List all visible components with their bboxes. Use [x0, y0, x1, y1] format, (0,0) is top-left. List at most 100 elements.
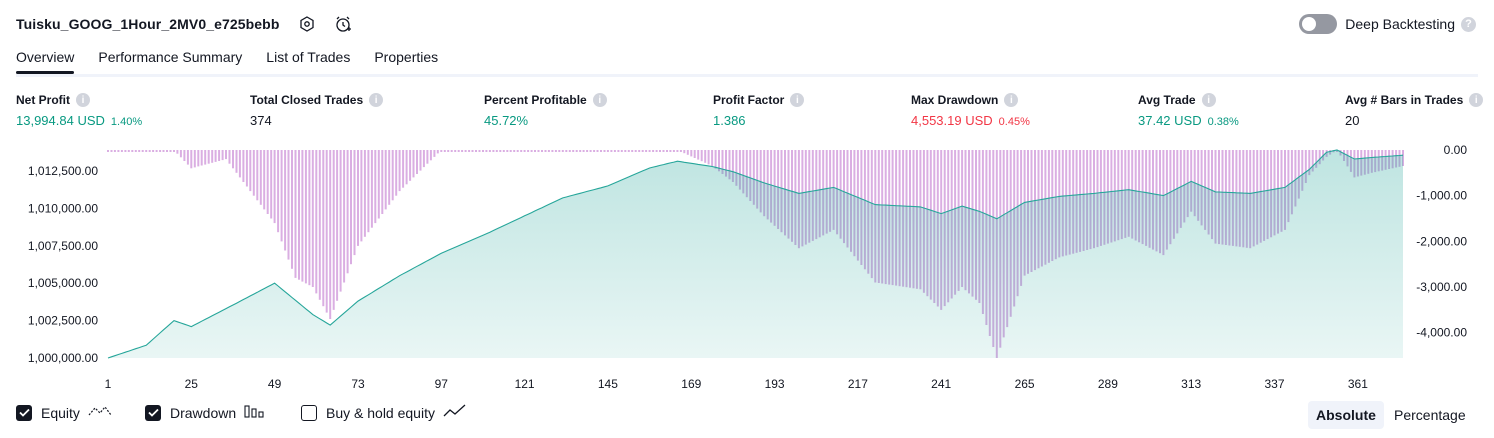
drawdown-bar: [818, 150, 821, 238]
legend-buy-hold[interactable]: Buy & hold equity: [301, 404, 467, 421]
legend-drawdown[interactable]: Drawdown: [145, 404, 264, 421]
drawdown-bar: [1346, 150, 1349, 167]
drawdown-bar: [422, 150, 425, 168]
drawdown-bar: [582, 150, 585, 152]
drawdown-bar: [1110, 150, 1113, 243]
metric-net-profit: Net Profit i 13,994.84 USD 1.40%: [16, 93, 142, 128]
equity-checkbox[interactable]: [16, 404, 32, 421]
drawdown-bar: [1200, 150, 1203, 226]
drawdown-bar: [1169, 150, 1172, 245]
drawdown-bar: [1211, 150, 1213, 240]
drawdown-bar: [1402, 150, 1404, 166]
info-icon[interactable]: i: [1004, 93, 1019, 107]
drawdown-bar: [638, 150, 641, 152]
drawdown-bar: [530, 150, 533, 152]
drawdown-bar: [1297, 150, 1300, 199]
info-icon[interactable]: i: [1201, 93, 1216, 107]
trend-line-icon: [443, 404, 467, 421]
x-axis-tick-label: 361: [1348, 377, 1368, 391]
drawdown-bar: [1134, 150, 1137, 241]
drawdown-bar: [839, 150, 842, 239]
drawdown-bar: [200, 150, 203, 166]
drawdown-bar: [329, 150, 332, 319]
drawdown-bar: [645, 150, 648, 152]
drawdown-bar: [388, 150, 391, 205]
drawdown-bar: [811, 150, 814, 241]
drawdown-bar: [468, 150, 471, 152]
drawdown-bar: [1023, 150, 1026, 276]
drawdown-bar: [152, 150, 155, 152]
right-axis: 0.00 -1,000.00 -2,000.00 -3,000.00 -4,000.00: [1416, 143, 1467, 340]
left-axis-tick-label: 1,007,500.00: [28, 239, 98, 253]
drawdown-bar: [169, 150, 172, 152]
drawdown-bar: [363, 150, 366, 237]
percentage-button[interactable]: Percentage: [1394, 407, 1466, 423]
drawdown-bar: [572, 150, 575, 152]
drawdown-bar: [659, 150, 661, 152]
metric-label: Net Profit: [16, 93, 70, 107]
drawdown-bar: [506, 150, 509, 152]
metric-value: 4,553.19 USD: [911, 113, 993, 128]
info-icon[interactable]: i: [790, 93, 805, 107]
deep-backtesting-toggle[interactable]: [1299, 14, 1338, 34]
metric-label: Profit Factor: [713, 93, 785, 107]
info-icon[interactable]: i: [369, 93, 384, 107]
drawdown-bar: [1353, 150, 1356, 178]
right-axis-tick-label: -1,000.00: [1416, 189, 1467, 203]
tab-properties[interactable]: Properties: [374, 49, 439, 65]
drawdown-bar: [1061, 150, 1064, 257]
drawdown-bar: [252, 150, 255, 196]
drawdown-bar: [1034, 150, 1036, 271]
drawdown-bar: [832, 150, 835, 230]
drawdown-bar: [915, 150, 918, 289]
drawdown-bar: [995, 150, 998, 358]
drawdown-bars: [107, 150, 1404, 358]
left-axis-tick-label: 1,005,000.00: [28, 276, 98, 290]
info-icon[interactable]: i: [1469, 93, 1484, 107]
drawdown-bar: [1235, 150, 1238, 247]
metric-value: 20: [1345, 113, 1360, 128]
drawdown-bar: [360, 150, 363, 242]
drawdown-bar: [676, 150, 679, 152]
drawdown-bar: [433, 150, 436, 157]
drawdown-bar: [1183, 150, 1186, 223]
absolute-button[interactable]: Absolute: [1308, 401, 1384, 429]
drawdown-bar: [568, 150, 571, 152]
tab-list-of-trades[interactable]: List of Trades: [266, 49, 351, 65]
help-icon[interactable]: ?: [1461, 16, 1476, 32]
settings-icon[interactable]: [298, 15, 316, 33]
drawdown-bar: [766, 150, 769, 220]
alert-clock-icon[interactable]: [334, 15, 352, 33]
drawdown-bar: [815, 150, 818, 240]
drawdown-bar: [409, 150, 412, 181]
drawdown-bar: [714, 150, 717, 169]
drawdown-bar: [721, 150, 724, 174]
drawdown-checkbox[interactable]: [145, 404, 161, 421]
drawdown-bar: [1290, 150, 1293, 215]
drawdown-bar: [1075, 150, 1078, 253]
info-icon[interactable]: i: [76, 93, 90, 107]
drawdown-bar: [304, 150, 307, 284]
drawdown-bar: [1204, 150, 1207, 230]
metric-value: 45.72%: [484, 113, 529, 128]
legend-equity[interactable]: Equity: [16, 404, 112, 421]
drawdown-bar: [1339, 150, 1342, 156]
drawdown-bar: [280, 150, 283, 242]
drawdown-bar: [1037, 150, 1040, 269]
drawdown-bar: [259, 150, 262, 205]
drawdown-bar: [1356, 150, 1359, 177]
drawdown-bar: [1329, 150, 1332, 155]
drawdown-bar: [1079, 150, 1082, 252]
info-icon[interactable]: i: [592, 93, 607, 107]
drawdown-bar: [978, 150, 981, 303]
tab-overview[interactable]: Overview: [16, 44, 75, 74]
drawdown-bar: [1179, 150, 1182, 228]
drawdown-bar: [190, 150, 193, 169]
tab-performance-summary[interactable]: Performance Summary: [98, 49, 243, 65]
drawdown-bar: [1395, 150, 1398, 168]
buy-hold-checkbox[interactable]: [301, 404, 317, 421]
drawdown-bar: [759, 150, 762, 213]
drawdown-bar: [1020, 150, 1023, 286]
drawdown-bar: [992, 150, 995, 347]
drawdown-bar: [138, 150, 141, 152]
